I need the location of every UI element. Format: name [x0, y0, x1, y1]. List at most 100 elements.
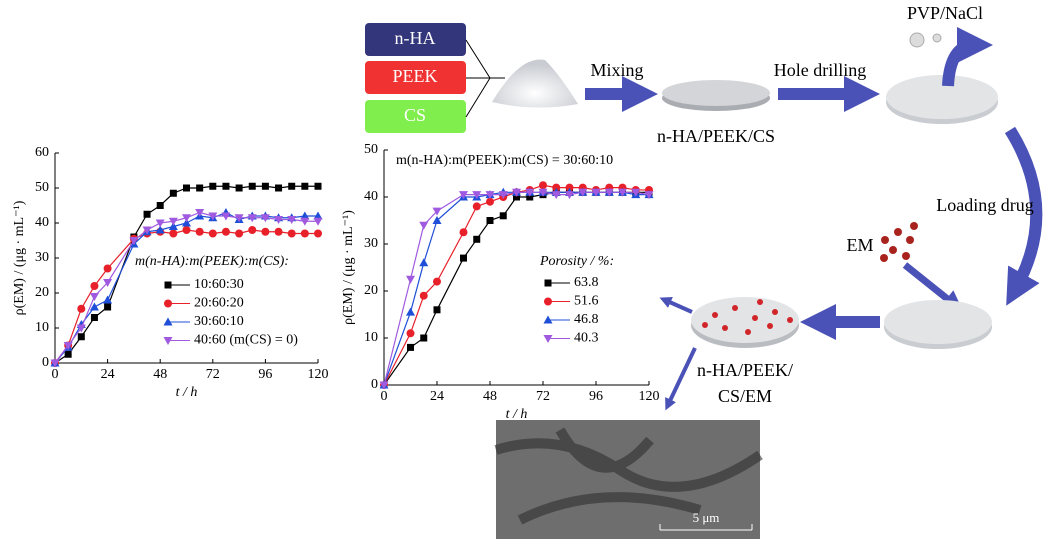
step-label: EM	[847, 235, 874, 255]
disk	[662, 80, 770, 106]
x-tick-label: 72	[206, 367, 220, 382]
x-tick-label: 120	[639, 389, 660, 404]
data-point	[275, 185, 282, 192]
annotation: m(n-HA):m(PEEK):m(CS) = 30:60:10	[396, 153, 613, 168]
legend-label: 51.6	[574, 294, 599, 309]
legend-label: 46.8	[574, 312, 599, 327]
data-point	[433, 278, 441, 286]
data-point	[261, 228, 269, 236]
y-axis-label: ρ(EM) / (μg · mL⁻¹)	[341, 210, 356, 325]
y-tick-label: 40	[35, 215, 49, 230]
data-point	[406, 276, 415, 284]
arrow	[905, 265, 955, 305]
data-point	[301, 230, 309, 238]
y-tick-label: 50	[364, 142, 378, 157]
step-label: Loading drug	[936, 195, 1033, 215]
data-point	[209, 230, 217, 238]
data-point	[500, 212, 507, 219]
data-point	[169, 230, 177, 238]
series-line	[384, 192, 649, 385]
particle	[910, 33, 924, 47]
y-tick-label: 50	[35, 180, 49, 195]
data-point	[196, 185, 203, 192]
data-point	[249, 183, 256, 190]
data-point	[156, 220, 165, 228]
particle	[933, 34, 941, 42]
data-point	[301, 183, 308, 190]
figure: n-HA PEEK CS Mixing n-HA/PEEK/CS Hole dr…	[0, 0, 1045, 539]
y-tick-label: 60	[35, 145, 49, 160]
legend-label: 40.3	[574, 331, 599, 346]
legend-marker	[544, 298, 552, 306]
y-tick-label: 10	[35, 320, 49, 335]
data-point	[434, 306, 441, 313]
scale-label: 5 μm	[693, 510, 720, 525]
data-point	[419, 222, 428, 230]
legend-label: 30:60:10	[194, 314, 244, 329]
x-tick-label: 48	[153, 367, 167, 382]
step-label: PVP/NaCl	[907, 3, 983, 23]
data-point	[90, 293, 99, 301]
data-point	[77, 305, 85, 313]
data-point	[407, 344, 414, 351]
legend-label: 63.8	[574, 275, 599, 290]
y-tick-label: 40	[364, 189, 378, 204]
x-tick-label: 96	[589, 389, 603, 404]
data-point	[473, 236, 480, 243]
data-point	[196, 228, 204, 236]
data-point	[460, 255, 467, 262]
step-label: CS/EM	[718, 386, 772, 406]
porous-disk	[886, 75, 998, 119]
x-tick-label: 24	[430, 389, 444, 404]
data-point	[262, 183, 269, 190]
y-tick-label: 30	[364, 236, 378, 251]
data-point	[275, 228, 283, 236]
legend-title: Porosity / %:	[539, 254, 614, 269]
y-tick-label: 30	[35, 250, 49, 265]
box-label: n-HA	[395, 28, 436, 48]
data-point	[222, 183, 229, 190]
x-tick-label: 120	[308, 367, 329, 382]
data-point	[222, 228, 230, 236]
data-point	[183, 185, 190, 192]
connector	[466, 40, 505, 117]
step-label: n-HA/PEEK/CS	[657, 126, 775, 146]
data-point	[407, 329, 415, 337]
y-tick-label: 20	[364, 283, 378, 298]
box-label: CS	[404, 105, 426, 125]
x-tick-label: 72	[536, 389, 550, 404]
loaded-disk	[691, 297, 799, 343]
x-tick-label: 0	[52, 367, 59, 382]
data-point	[235, 230, 243, 238]
legend-marker	[164, 300, 172, 308]
step-label: Mixing	[590, 60, 643, 80]
x-tick-label: 0	[381, 389, 388, 404]
data-point	[90, 282, 98, 290]
legend-label: 10:60:30	[194, 277, 244, 292]
arrow	[668, 348, 695, 405]
data-point	[487, 217, 494, 224]
data-point	[315, 183, 322, 190]
x-tick-label: 24	[101, 367, 115, 382]
data-point	[314, 230, 322, 238]
y-tick-label: 0	[42, 355, 49, 370]
data-point	[183, 226, 191, 234]
data-point	[78, 333, 85, 340]
data-point	[144, 211, 151, 218]
data-point	[473, 202, 481, 210]
legend-marker	[165, 282, 172, 289]
data-point	[209, 183, 216, 190]
data-point	[419, 258, 428, 266]
y-tick-label: 10	[364, 330, 378, 345]
data-point	[248, 226, 256, 234]
data-point	[91, 314, 98, 321]
data-point	[170, 190, 177, 197]
data-point	[420, 292, 428, 300]
y-axis-label: ρ(EM) / (μg · mL⁻¹)	[12, 200, 27, 315]
data-point	[157, 202, 164, 209]
legend-label: 40:60 (m(CS) = 0)	[194, 333, 298, 348]
powder	[492, 60, 578, 108]
data-point	[65, 351, 72, 358]
series-line	[384, 192, 649, 385]
data-point	[406, 308, 415, 316]
